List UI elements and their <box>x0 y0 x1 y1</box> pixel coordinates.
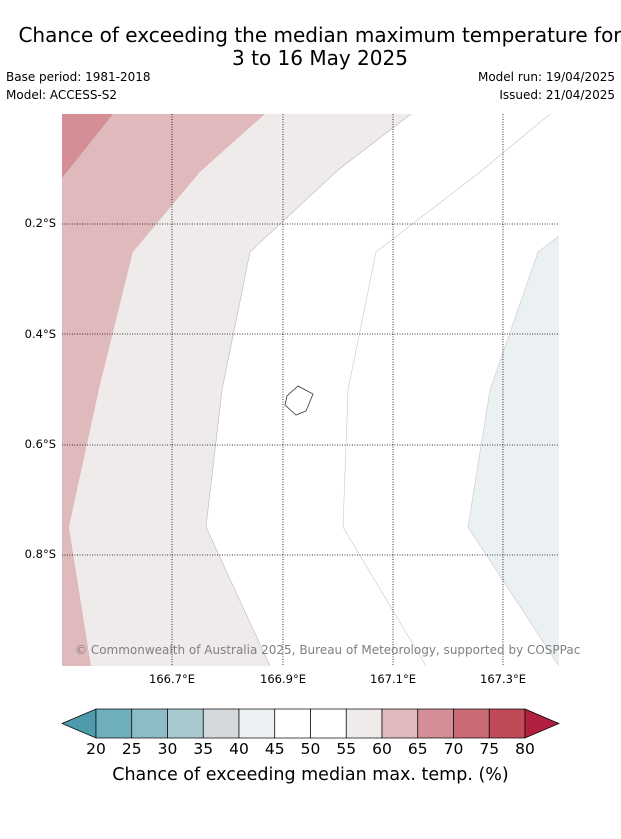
lon-label-166-7: 166.7°E <box>149 672 195 686</box>
colorbar-tick-label: 20 <box>86 740 106 758</box>
map-title: Chance of exceeding the median maximum t… <box>0 24 621 70</box>
colorbar-cells <box>61 708 560 739</box>
lon-label-167-3: 167.3°E <box>480 672 526 686</box>
colorbar-extend-high <box>524 708 560 739</box>
lat-label-0-6: 0.6°S <box>24 437 56 451</box>
contour-line-50 <box>342 114 551 666</box>
colorbar-tick-label: 75 <box>479 740 500 758</box>
colorbar-cell <box>238 708 276 739</box>
colorbar-cell <box>131 708 168 739</box>
base-period: Base period: 1981-2018 <box>6 70 151 84</box>
lat-label-0-8: 0.8°S <box>24 547 56 561</box>
title-line-2: 3 to 16 May 2025 <box>232 46 408 70</box>
colorbar-tick-label: 60 <box>372 740 392 758</box>
model-run: Model run: 19/04/2025 <box>477 70 615 84</box>
lon-label-166-9: 166.9°E <box>260 672 306 686</box>
colorbar-tick-label: 30 <box>157 740 178 758</box>
region-40-45 <box>468 236 559 666</box>
colorbar-cell <box>310 708 347 739</box>
colorbar-tick-label: 35 <box>193 740 214 758</box>
contour-line-west <box>205 114 412 666</box>
contour-line-east <box>467 235 559 666</box>
colorbar-tick-label: 40 <box>229 740 249 758</box>
lat-label-0-4: 0.4°S <box>24 327 56 341</box>
colorbar-tick-label: 50 <box>300 740 321 758</box>
copyright-notice: © Commonwealth of Australia 2025, Bureau… <box>75 643 581 657</box>
graticule <box>62 114 559 666</box>
colorbar-tick-label: 80 <box>515 740 535 758</box>
title-line-1: Chance of exceeding the median maximum t… <box>18 23 621 47</box>
colorbar-cell <box>417 708 454 739</box>
lat-label-0-2: 0.2°S <box>24 216 56 230</box>
map-panel <box>62 114 559 666</box>
region-65-70 <box>62 114 265 666</box>
meta-right: Model run: 19/04/2025 Issued: 21/04/2025 <box>478 68 615 104</box>
colorbar-cell <box>381 708 419 739</box>
meta-left: Base period: 1981-2018 Model: ACCESS-S2 <box>6 68 151 104</box>
colorbar-cell <box>274 708 311 739</box>
colorbar-cell <box>95 708 133 739</box>
colorbar-tick-label: 45 <box>264 740 285 758</box>
issued-date: Issued: 21/04/2025 <box>499 88 615 102</box>
colorbar-tick-label: 70 <box>443 740 464 758</box>
colorbar-tick-label: 55 <box>336 740 357 758</box>
colorbar-cell <box>167 708 204 739</box>
colorbar-cell <box>453 708 490 739</box>
colorbar-cell <box>488 708 526 739</box>
colorbar-tick-label: 65 <box>407 740 428 758</box>
colorbar-cell <box>202 708 240 739</box>
island-coastline <box>284 385 314 416</box>
colorbar-cell <box>345 708 383 739</box>
lon-label-167-1: 167.1°E <box>370 672 416 686</box>
colorbar-label: Chance of exceeding median max. temp. (%… <box>112 765 509 785</box>
region-55-60 <box>69 114 411 666</box>
colorbar-extend-low <box>61 708 97 739</box>
region-70-75 <box>62 114 113 178</box>
colorbar-tick-label: 25 <box>121 740 142 758</box>
model-name: Model: ACCESS-S2 <box>6 88 118 102</box>
